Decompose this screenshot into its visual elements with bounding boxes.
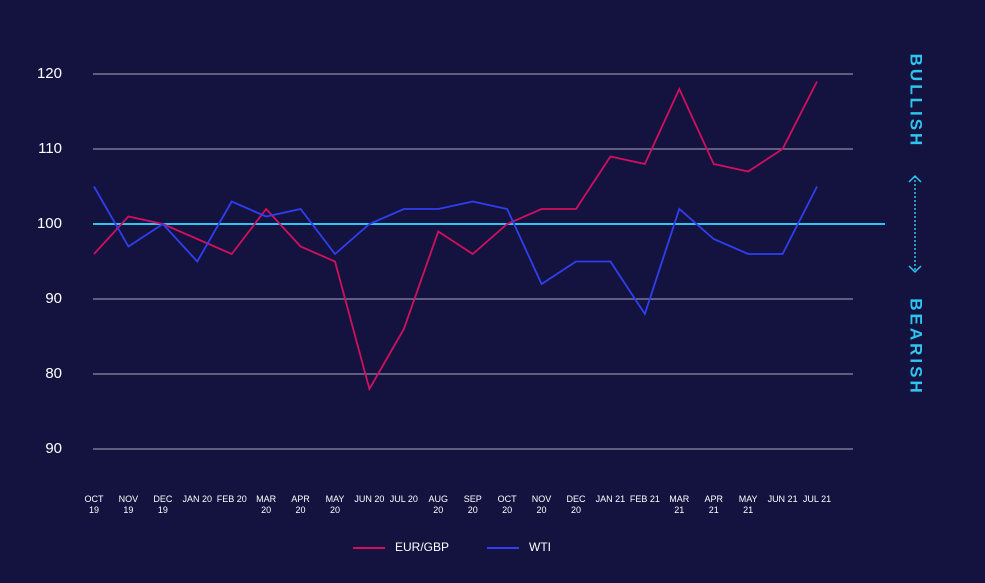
y-tick-label: 80 xyxy=(45,365,62,382)
x-tick-label: JUN 21 xyxy=(767,494,798,504)
y-tick-label: 90 xyxy=(45,440,62,457)
legend-label: EUR/GBP xyxy=(395,540,449,554)
x-tick-label: APR 21 xyxy=(704,494,723,515)
series-line xyxy=(93,186,818,317)
x-tick-label: DEC 19 xyxy=(153,494,173,515)
x-tick-label: FEB 21 xyxy=(629,494,660,504)
y-tick-label: 110 xyxy=(38,140,62,157)
arrow-head xyxy=(908,174,922,274)
annotation: BEARISH xyxy=(907,298,926,396)
y-tick-label: 120 xyxy=(37,65,62,82)
x-tick-label: MAR 20 xyxy=(256,494,277,515)
annotation: BULLISH xyxy=(907,54,926,149)
y-tick-label: 90 xyxy=(45,290,62,307)
x-tick-label: MAY 21 xyxy=(738,494,758,515)
x-tick-label: JAN 21 xyxy=(595,494,626,504)
x-tick-label: FEB 20 xyxy=(216,494,247,504)
x-tick-label: AUG 20 xyxy=(428,494,449,515)
x-tick-label: JUL 21 xyxy=(802,494,832,504)
x-tick-label: SEP 20 xyxy=(463,494,482,515)
legend-label: WTI xyxy=(529,540,551,554)
x-tick-label: JUL 20 xyxy=(389,494,418,504)
x-tick-label: NOV 20 xyxy=(531,494,552,515)
x-tick-label: OCT 19 xyxy=(84,494,104,515)
x-tick-label: MAY 20 xyxy=(325,494,345,515)
x-tick-label: OCT 20 xyxy=(497,494,517,515)
y-tick-label: 100 xyxy=(37,215,62,232)
series-line xyxy=(93,81,818,392)
x-tick-label: MAR 21 xyxy=(669,494,690,515)
x-tick-label: JAN 20 xyxy=(182,494,213,504)
x-tick-label: JUN 20 xyxy=(354,494,385,504)
x-tick-label: APR 20 xyxy=(291,494,310,515)
x-tick-label: DEC 20 xyxy=(566,494,586,515)
x-tick-label: NOV 19 xyxy=(118,494,139,515)
